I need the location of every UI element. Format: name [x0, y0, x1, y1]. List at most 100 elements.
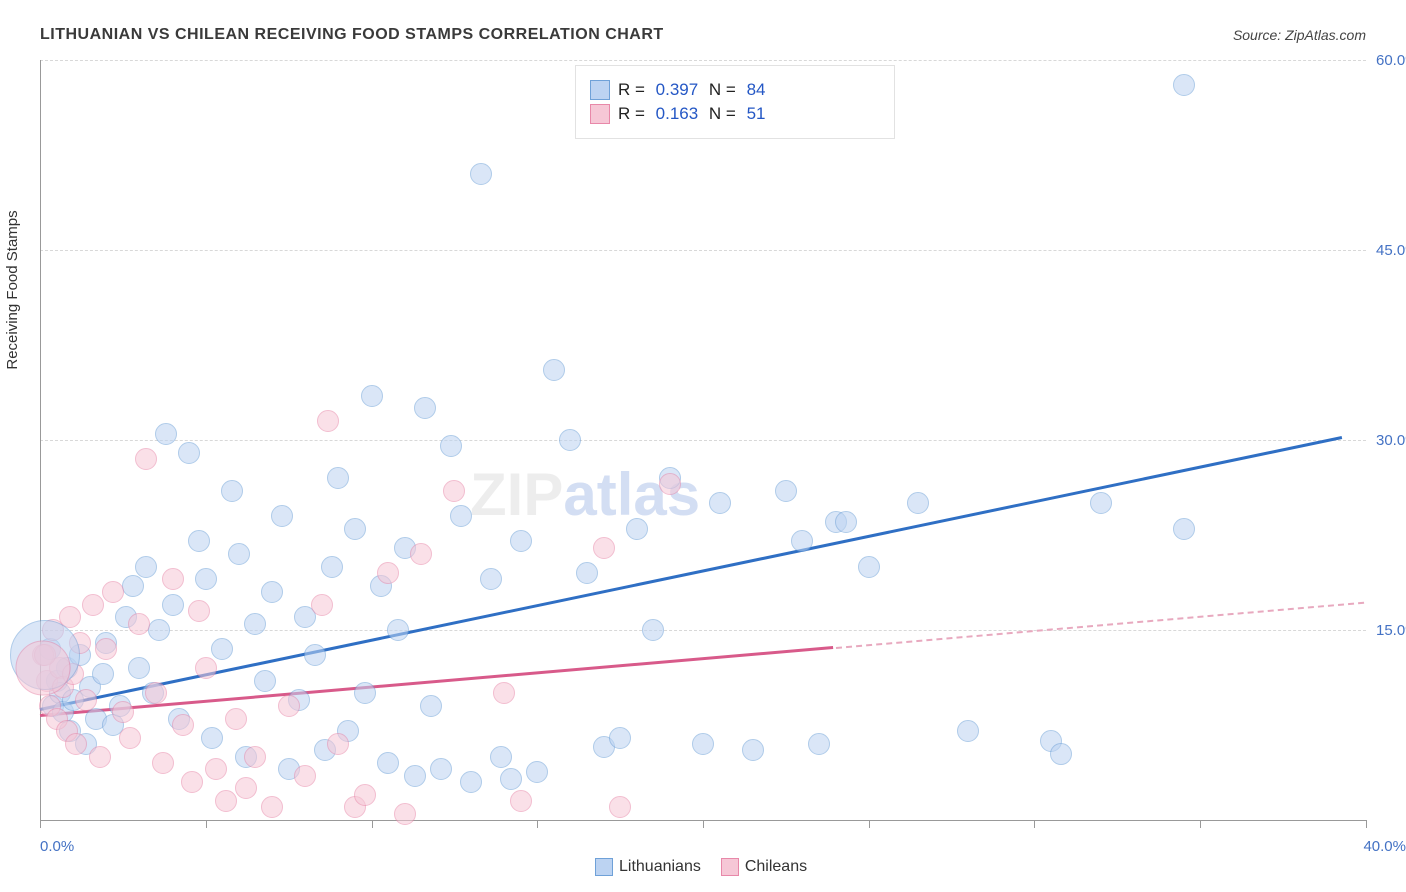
scatter-point-chileans[interactable]	[215, 790, 237, 812]
scatter-point-lithuanians[interactable]	[228, 543, 250, 565]
scatter-point-lithuanians[interactable]	[92, 663, 114, 685]
scatter-point-lithuanians[interactable]	[791, 530, 813, 552]
scatter-point-chileans[interactable]	[327, 733, 349, 755]
scatter-point-lithuanians[interactable]	[122, 575, 144, 597]
scatter-point-lithuanians[interactable]	[244, 613, 266, 635]
scatter-point-lithuanians[interactable]	[304, 644, 326, 666]
scatter-point-chileans[interactable]	[195, 657, 217, 679]
scatter-point-chileans[interactable]	[244, 746, 266, 768]
scatter-point-chileans[interactable]	[493, 682, 515, 704]
scatter-point-chileans[interactable]	[311, 594, 333, 616]
scatter-point-lithuanians[interactable]	[440, 435, 462, 457]
scatter-point-chileans[interactable]	[95, 638, 117, 660]
scatter-point-lithuanians[interactable]	[254, 670, 276, 692]
scatter-point-lithuanians[interactable]	[377, 752, 399, 774]
scatter-point-lithuanians[interactable]	[709, 492, 731, 514]
scatter-point-lithuanians[interactable]	[858, 556, 880, 578]
scatter-point-lithuanians[interactable]	[742, 739, 764, 761]
scatter-point-lithuanians[interactable]	[808, 733, 830, 755]
scatter-point-lithuanians[interactable]	[510, 530, 532, 552]
scatter-point-chileans[interactable]	[128, 613, 150, 635]
scatter-point-chileans[interactable]	[135, 448, 157, 470]
scatter-point-chileans[interactable]	[152, 752, 174, 774]
scatter-point-lithuanians[interactable]	[211, 638, 233, 660]
scatter-point-lithuanians[interactable]	[195, 568, 217, 590]
scatter-point-chileans[interactable]	[89, 746, 111, 768]
scatter-point-lithuanians[interactable]	[178, 442, 200, 464]
scatter-point-chileans[interactable]	[510, 790, 532, 812]
scatter-point-lithuanians[interactable]	[271, 505, 293, 527]
scatter-point-lithuanians[interactable]	[957, 720, 979, 742]
scatter-point-lithuanians[interactable]	[490, 746, 512, 768]
scatter-point-lithuanians[interactable]	[430, 758, 452, 780]
scatter-point-chileans[interactable]	[102, 581, 124, 603]
scatter-point-lithuanians[interactable]	[327, 467, 349, 489]
scatter-point-lithuanians[interactable]	[361, 385, 383, 407]
scatter-point-chileans[interactable]	[410, 543, 432, 565]
scatter-point-chileans[interactable]	[317, 410, 339, 432]
scatter-point-lithuanians[interactable]	[775, 480, 797, 502]
scatter-point-lithuanians[interactable]	[907, 492, 929, 514]
scatter-point-chileans[interactable]	[65, 733, 87, 755]
scatter-point-chileans[interactable]	[354, 784, 376, 806]
scatter-point-lithuanians[interactable]	[480, 568, 502, 590]
scatter-point-chileans-large[interactable]	[16, 640, 71, 695]
scatter-point-lithuanians[interactable]	[1050, 743, 1072, 765]
scatter-point-chileans[interactable]	[377, 562, 399, 584]
scatter-point-lithuanians[interactable]	[1173, 74, 1195, 96]
scatter-point-lithuanians[interactable]	[626, 518, 648, 540]
scatter-point-chileans[interactable]	[172, 714, 194, 736]
scatter-point-chileans[interactable]	[162, 568, 184, 590]
scatter-point-lithuanians[interactable]	[835, 511, 857, 533]
scatter-point-chileans[interactable]	[75, 689, 97, 711]
scatter-point-lithuanians[interactable]	[420, 695, 442, 717]
scatter-point-lithuanians[interactable]	[354, 682, 376, 704]
scatter-point-lithuanians[interactable]	[609, 727, 631, 749]
scatter-point-chileans[interactable]	[181, 771, 203, 793]
bottom-legend-chileans[interactable]: Chileans	[721, 858, 807, 876]
scatter-point-chileans[interactable]	[659, 473, 681, 495]
scatter-point-lithuanians[interactable]	[559, 429, 581, 451]
scatter-point-lithuanians[interactable]	[188, 530, 210, 552]
bottom-legend-lithuanians[interactable]: Lithuanians	[595, 858, 701, 876]
scatter-point-lithuanians[interactable]	[404, 765, 426, 787]
scatter-point-lithuanians[interactable]	[1173, 518, 1195, 540]
scatter-point-chileans[interactable]	[609, 796, 631, 818]
scatter-point-lithuanians[interactable]	[201, 727, 223, 749]
scatter-point-chileans[interactable]	[119, 727, 141, 749]
scatter-point-chileans[interactable]	[394, 803, 416, 825]
scatter-point-chileans[interactable]	[145, 682, 167, 704]
scatter-point-chileans[interactable]	[593, 537, 615, 559]
scatter-point-chileans[interactable]	[188, 600, 210, 622]
scatter-point-lithuanians[interactable]	[692, 733, 714, 755]
scatter-point-lithuanians[interactable]	[344, 518, 366, 540]
scatter-point-lithuanians[interactable]	[128, 657, 150, 679]
scatter-point-lithuanians[interactable]	[162, 594, 184, 616]
scatter-point-chileans[interactable]	[443, 480, 465, 502]
scatter-point-lithuanians[interactable]	[460, 771, 482, 793]
scatter-point-lithuanians[interactable]	[414, 397, 436, 419]
scatter-point-lithuanians[interactable]	[321, 556, 343, 578]
scatter-point-lithuanians[interactable]	[387, 619, 409, 641]
scatter-point-chileans[interactable]	[294, 765, 316, 787]
scatter-point-lithuanians[interactable]	[1090, 492, 1112, 514]
scatter-point-lithuanians[interactable]	[576, 562, 598, 584]
scatter-point-lithuanians[interactable]	[500, 768, 522, 790]
scatter-point-lithuanians[interactable]	[261, 581, 283, 603]
scatter-point-lithuanians[interactable]	[148, 619, 170, 641]
scatter-point-chileans[interactable]	[82, 594, 104, 616]
scatter-point-chileans[interactable]	[278, 695, 300, 717]
scatter-point-chileans[interactable]	[205, 758, 227, 780]
scatter-point-chileans[interactable]	[112, 701, 134, 723]
scatter-point-lithuanians[interactable]	[543, 359, 565, 381]
scatter-point-lithuanians[interactable]	[221, 480, 243, 502]
scatter-point-lithuanians[interactable]	[450, 505, 472, 527]
scatter-point-chileans[interactable]	[261, 796, 283, 818]
scatter-point-lithuanians[interactable]	[470, 163, 492, 185]
scatter-point-chileans[interactable]	[225, 708, 247, 730]
scatter-point-lithuanians[interactable]	[135, 556, 157, 578]
scatter-point-lithuanians[interactable]	[642, 619, 664, 641]
scatter-point-chileans[interactable]	[235, 777, 257, 799]
scatter-point-lithuanians[interactable]	[155, 423, 177, 445]
scatter-point-lithuanians[interactable]	[526, 761, 548, 783]
